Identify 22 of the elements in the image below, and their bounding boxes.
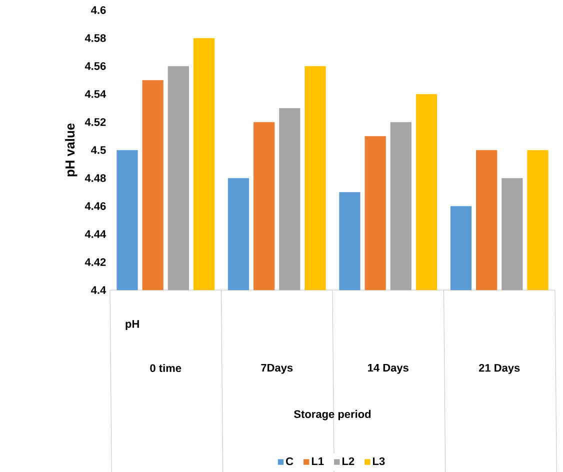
y-tick-label: 4.44 — [84, 230, 106, 238]
y-tick-label: 4.42 — [84, 258, 106, 266]
y-tick-label: 4.54 — [84, 90, 106, 98]
text: pH — [126, 320, 139, 330]
x-tick-label: 7Days — [261, 364, 293, 374]
y-axis-title: pH value — [65, 123, 78, 176]
legend-label: L1 — [312, 457, 324, 465]
x-tick-label: 21 Days — [478, 364, 520, 374]
y-tick-label: 4.58 — [84, 34, 106, 42]
y-tick-label: 4.6 — [91, 6, 106, 14]
x-axis-title: Storage period — [294, 410, 371, 420]
y-tick-label: 4.48 — [84, 174, 106, 182]
x-tick-label: 14 Days — [368, 364, 408, 374]
legend-label: L2 — [342, 457, 354, 466]
x-tick-label: 0 time — [150, 364, 182, 372]
y-tick-label: 4.56 — [84, 62, 106, 70]
y-tick-label: 4.5 — [91, 146, 106, 154]
y-tick-label: 4.52 — [84, 118, 106, 126]
legend-label: L3 — [373, 457, 385, 466]
y-tick-label: 4.46 — [84, 202, 106, 210]
y-tick-label: 4.4 — [91, 286, 106, 294]
legend-label: C — [286, 457, 294, 466]
